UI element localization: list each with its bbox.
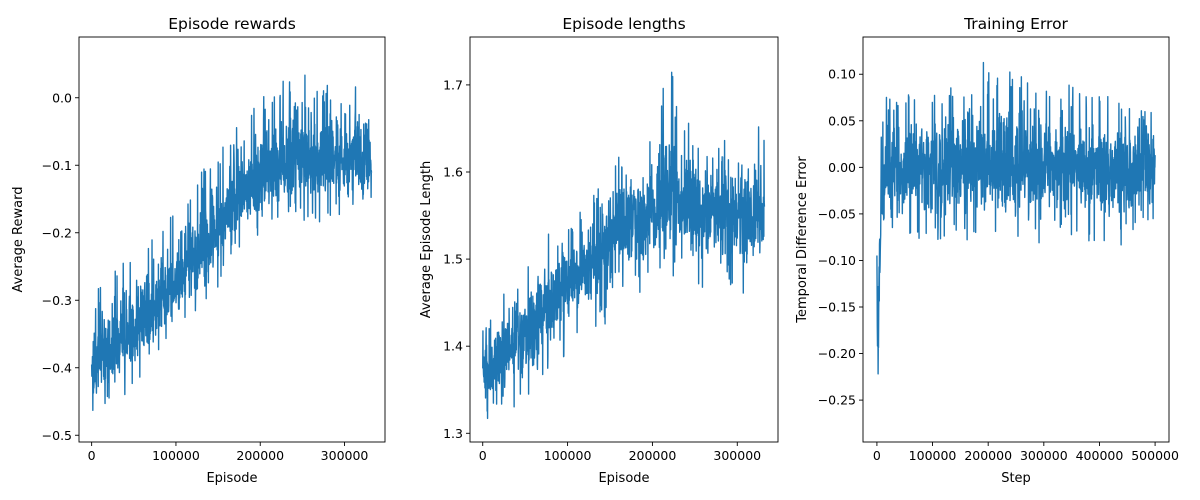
y-tick-label: 0.05 bbox=[828, 113, 856, 128]
x-tick-label: 100000 bbox=[544, 448, 592, 463]
series-line bbox=[482, 71, 766, 420]
y-tick-label: −0.10 bbox=[818, 253, 856, 268]
x-tick-label: 300000 bbox=[321, 448, 369, 463]
y-tick-label: 0.10 bbox=[828, 67, 856, 82]
y-tick-label: 1.6 bbox=[443, 165, 463, 180]
y-tick-label: 1.7 bbox=[443, 77, 463, 92]
y-tick-label: −0.25 bbox=[818, 393, 856, 408]
x-tick-label: 0 bbox=[88, 448, 96, 463]
chart-title: Training Error bbox=[963, 15, 1068, 33]
y-tick-label: −0.20 bbox=[818, 346, 856, 361]
y-tick-label: 0.0 bbox=[52, 90, 72, 105]
x-tick-label: 0 bbox=[479, 448, 487, 463]
y-axis-label: Average Reward bbox=[11, 187, 26, 293]
y-axis-label: Temporal Difference Error bbox=[795, 156, 810, 324]
y-tick-label: −0.1 bbox=[42, 158, 72, 173]
plot-area-frame bbox=[78, 36, 386, 443]
y-tick-label: −0.2 bbox=[42, 225, 72, 240]
y-axis-label: Average Episode Length bbox=[419, 161, 434, 319]
x-axis-label: Episode bbox=[206, 471, 257, 486]
series-line bbox=[90, 74, 373, 412]
y-tick-label: 1.4 bbox=[443, 339, 463, 354]
x-tick-label: 500000 bbox=[1131, 448, 1179, 463]
y-tick-label: 1.5 bbox=[443, 252, 463, 267]
chart-title: Episode lengths bbox=[562, 15, 685, 33]
chart-panel-2: 0 100000 200000 300000 1.3 1.4 1.5 1.6 1.7 Episod… bbox=[419, 15, 779, 486]
series-line bbox=[876, 61, 1156, 375]
chart-panel-1: 0 100000 200000 300000 −0.5 −0.4 −0.3 −0.2 −0.1 0… bbox=[11, 15, 386, 486]
x-tick-label: 100000 bbox=[909, 448, 957, 463]
x-axis-label: Episode bbox=[598, 471, 649, 486]
plot-area-frame bbox=[469, 36, 779, 443]
y-tick-label: −0.05 bbox=[818, 206, 856, 221]
x-tick-label: 0 bbox=[873, 448, 881, 463]
x-tick-label: 300000 bbox=[1020, 448, 1068, 463]
x-tick-label: 200000 bbox=[629, 448, 677, 463]
x-axis-label: Step bbox=[1001, 471, 1031, 486]
x-tick-label: 200000 bbox=[964, 448, 1012, 463]
chart-panel-3: 0 100000 200000 300000 400000 500000 −0.25 −0.2… bbox=[795, 15, 1179, 486]
y-tick-label: −0.3 bbox=[42, 293, 72, 308]
y-tick-label: 0.00 bbox=[828, 160, 856, 175]
y-tick-label: −0.5 bbox=[42, 428, 72, 443]
y-tick-label: 1.3 bbox=[443, 426, 463, 441]
x-tick-label: 300000 bbox=[713, 448, 761, 463]
x-tick-label: 200000 bbox=[236, 448, 284, 463]
chart-title: Episode rewards bbox=[168, 15, 296, 33]
y-tick-label: −0.15 bbox=[818, 300, 856, 315]
plot-area-frame bbox=[862, 36, 1170, 443]
x-tick-label: 100000 bbox=[152, 448, 200, 463]
x-tick-label: 400000 bbox=[1076, 448, 1124, 463]
y-tick-label: −0.4 bbox=[42, 360, 72, 375]
